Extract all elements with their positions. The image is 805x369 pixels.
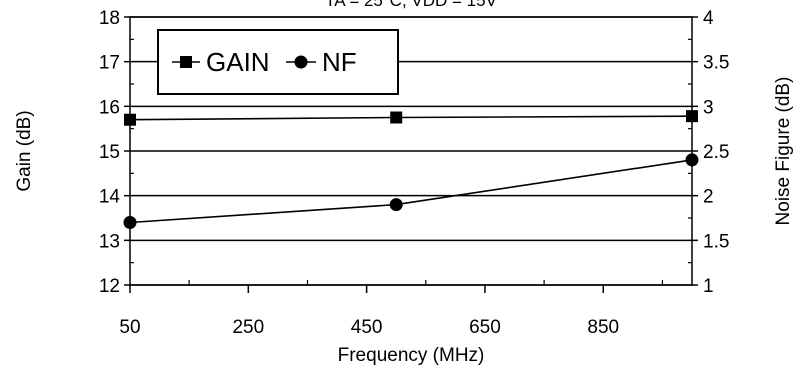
y-right-tick-label: 1	[703, 276, 714, 297]
y-left-tick-label: 14	[99, 187, 121, 208]
x-tick-label: 50	[119, 317, 140, 338]
axes-layer	[124, 16, 698, 293]
y-left-tick-label: 18	[99, 8, 120, 29]
y-right-tick-label: 3.5	[703, 53, 729, 74]
data-point-gain	[686, 110, 698, 123]
y-right-tick-label: 2	[703, 187, 714, 208]
x-tick-label: 650	[469, 317, 501, 338]
x-tick-label: 450	[351, 317, 383, 338]
legend: GAIN NF	[157, 29, 399, 95]
data-point-nf	[123, 215, 137, 229]
legend-label-nf: NF	[322, 47, 357, 77]
series-line-gain	[129, 115, 693, 121]
y-left-tick-label: 12	[99, 276, 120, 297]
y-right-tick-label: 3	[703, 97, 714, 118]
x-tick-label: 250	[232, 317, 264, 338]
y-right-tick-label: 1.5	[703, 231, 729, 252]
series-line-nf	[129, 159, 693, 224]
data-point-nf	[389, 198, 403, 212]
y-right-tick-label: 4	[703, 8, 714, 29]
x-tick-label: 850	[587, 317, 619, 338]
legend-marker-gain	[180, 56, 192, 68]
y-right-axis-title: Noise Figure (dB)	[773, 77, 794, 226]
legend-label-gain: GAIN	[206, 47, 270, 77]
data-point-gain	[390, 111, 403, 124]
series-layer	[123, 110, 699, 229]
y-left-tick-label: 15	[99, 142, 120, 163]
x-axis-title: Frequency (MHz)	[338, 345, 485, 366]
data-point-nf	[685, 153, 699, 167]
data-point-gain	[124, 113, 136, 126]
y-right-tick-label: 2.5	[703, 142, 729, 163]
chart-title: TA = 25°C, VDD = 15V	[325, 0, 498, 10]
y-left-tick-label: 16	[99, 97, 120, 118]
y-left-axis-title: Gain (dB)	[14, 110, 35, 191]
legend-marker-nf	[294, 55, 308, 69]
y-left-tick-label: 17	[99, 53, 120, 74]
y-left-tick-label: 13	[99, 231, 120, 252]
